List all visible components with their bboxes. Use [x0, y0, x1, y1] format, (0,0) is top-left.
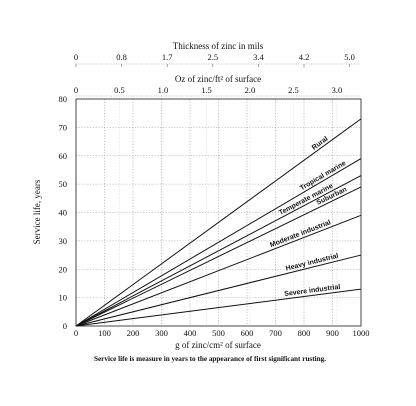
top-axis-thickness-label: 1.7: [162, 52, 173, 62]
top-axis-oz-title: Oz of zinc/ft² of surface: [175, 74, 261, 84]
y-tick-label: 30: [59, 236, 68, 246]
top-axis-oz-label: 2.5: [288, 85, 299, 95]
y-tick-label: 20: [59, 264, 68, 274]
x-axis-title: g of zinc/cm² of surface: [175, 340, 261, 350]
top-axis-thickness-label: 0: [74, 52, 78, 62]
x-tick-label: 800: [298, 328, 311, 338]
y-tick-label: 50: [59, 179, 68, 189]
top-axis-oz-label: 3.0: [332, 85, 343, 95]
series-label: Moderate industrial: [269, 219, 332, 249]
series-line: [75, 288, 362, 327]
series-line: [75, 118, 362, 327]
x-tick-label: 200: [127, 328, 140, 338]
plot-frame: [75, 98, 362, 327]
y-tick-label: 70: [59, 122, 68, 132]
y-tick-label: 40: [59, 208, 68, 218]
x-tick-label: 0: [74, 328, 78, 338]
x-tick-label: 400: [184, 328, 197, 338]
x-tick-label: 300: [155, 328, 168, 338]
top-axis-thickness-label: 4.2: [299, 52, 310, 62]
top-axis-thickness-label: 2.5: [207, 52, 218, 62]
series-line: [75, 254, 362, 327]
top-axis-thickness-label: 3.4: [253, 52, 264, 62]
x-tick-label: 900: [326, 328, 339, 338]
top-axis-oz-label: 2.0: [245, 85, 256, 95]
top-axis-thickness-label: 0.8: [116, 52, 127, 62]
x-tick-label: 500: [212, 328, 225, 338]
series-line: [75, 186, 362, 327]
y-tick-label: 10: [59, 293, 68, 303]
y-tick-label: 80: [59, 94, 68, 104]
y-axis-title: Service life, years: [32, 179, 42, 244]
top-axis-oz-label: 0: [74, 85, 78, 95]
series-line: [75, 158, 362, 327]
series-line: [75, 175, 362, 327]
y-tick-label: 0: [63, 321, 67, 331]
top-axis-thickness-title: Thickness of zinc in mils: [173, 41, 264, 51]
x-tick-label: 100: [98, 328, 111, 338]
axes: 0 100 200 300 400 500 600 700 800 900 100001020304…: [59, 52, 370, 338]
top-axis-oz-label: 1.0: [158, 85, 169, 95]
series-line: [75, 214, 362, 327]
y-tick-label: 60: [59, 151, 68, 161]
x-tick-label: 1000: [353, 328, 370, 338]
x-tick-label: 600: [241, 328, 254, 338]
top-axis-oz-label: 1.5: [201, 85, 212, 95]
series-lines: [75, 118, 362, 327]
top-axis-oz-label: 0.5: [114, 85, 125, 95]
chart-caption: Service life is measure in years to the …: [94, 355, 326, 363]
top-axis-thickness-label: 5.0: [344, 52, 355, 62]
x-tick-label: 700: [269, 328, 282, 338]
